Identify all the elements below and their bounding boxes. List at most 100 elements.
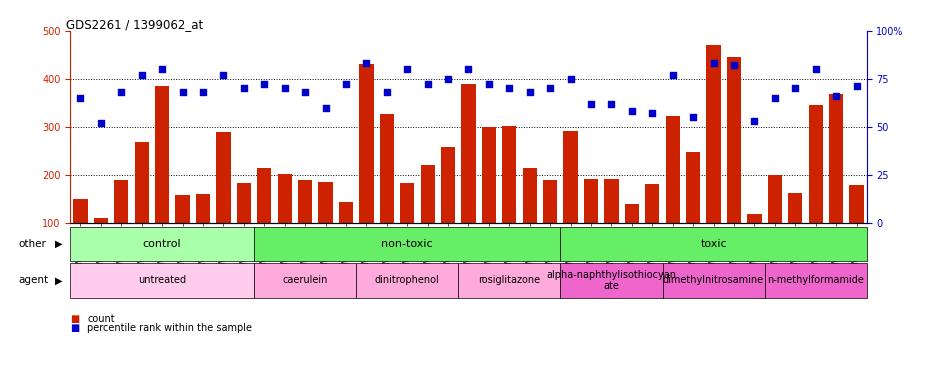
Point <box>502 85 517 91</box>
Bar <box>662 263 764 298</box>
Bar <box>645 184 659 271</box>
Point <box>440 76 455 82</box>
Bar <box>828 94 842 271</box>
Bar <box>543 180 557 271</box>
Point <box>746 118 761 124</box>
Point <box>848 83 863 89</box>
Text: ■: ■ <box>70 323 80 333</box>
Text: rosiglitazone: rosiglitazone <box>477 275 540 285</box>
Text: percentile rank within the sample: percentile rank within the sample <box>87 323 252 333</box>
Text: caerulein: caerulein <box>282 275 328 285</box>
Point <box>563 76 578 82</box>
Bar <box>560 227 866 261</box>
Bar <box>277 174 291 271</box>
Bar <box>604 179 618 271</box>
Bar <box>502 126 516 271</box>
Text: toxic: toxic <box>699 239 726 249</box>
Text: n-methylformamide: n-methylformamide <box>767 275 863 285</box>
Text: count: count <box>87 314 114 324</box>
Point <box>113 89 128 95</box>
Bar <box>522 167 536 271</box>
Point <box>706 60 721 66</box>
Point <box>665 72 680 78</box>
Point <box>400 66 415 72</box>
Bar <box>318 182 332 271</box>
Bar <box>808 105 822 271</box>
Bar <box>764 263 866 298</box>
Point <box>604 101 619 107</box>
Text: untreated: untreated <box>138 275 186 285</box>
Bar <box>256 167 271 271</box>
Bar <box>706 45 720 271</box>
Bar <box>154 86 169 271</box>
Bar <box>481 127 495 271</box>
Bar <box>94 218 108 271</box>
Bar <box>135 142 149 271</box>
Bar <box>461 84 475 271</box>
Point <box>767 95 782 101</box>
Point <box>298 89 313 95</box>
Bar <box>685 152 699 271</box>
Bar <box>237 183 251 271</box>
Bar <box>420 165 434 271</box>
Bar <box>70 227 254 261</box>
Text: ■ percentile rank within the sample: ■ percentile rank within the sample <box>0 383 1 384</box>
Point <box>317 104 332 111</box>
Point <box>277 85 292 91</box>
Bar <box>254 227 560 261</box>
Bar <box>787 193 801 271</box>
Bar <box>379 114 393 271</box>
Point <box>134 72 149 78</box>
Point <box>787 85 802 91</box>
Bar <box>298 180 312 271</box>
Bar <box>767 175 782 271</box>
Text: ■ count: ■ count <box>0 383 1 384</box>
Bar <box>624 204 638 271</box>
Point <box>685 114 700 120</box>
Bar <box>848 185 863 271</box>
Bar <box>746 214 761 271</box>
Bar <box>254 263 356 298</box>
Point <box>256 81 271 88</box>
Point <box>215 72 230 78</box>
Text: non-toxic: non-toxic <box>381 239 432 249</box>
Bar <box>441 147 455 271</box>
Bar <box>70 263 254 298</box>
Point <box>379 89 394 95</box>
Point <box>154 66 169 72</box>
Text: ■: ■ <box>70 314 80 324</box>
Bar <box>560 263 662 298</box>
Bar <box>196 194 210 271</box>
Text: GDS2261 / 1399062_at: GDS2261 / 1399062_at <box>66 18 203 31</box>
Text: ▶: ▶ <box>55 239 63 249</box>
Point <box>175 89 190 95</box>
Bar <box>400 183 414 271</box>
Text: ▶: ▶ <box>55 275 63 285</box>
Bar <box>563 131 578 271</box>
Bar <box>73 199 88 271</box>
Text: other: other <box>19 239 47 249</box>
Point <box>236 85 251 91</box>
Text: alpha-naphthylisothiocyan
ate: alpha-naphthylisothiocyan ate <box>546 270 676 291</box>
Point <box>521 89 536 95</box>
Point <box>481 81 496 88</box>
Text: agent: agent <box>19 275 49 285</box>
Bar <box>358 65 373 271</box>
Point <box>196 89 211 95</box>
Bar <box>339 202 353 271</box>
Text: dimethylnitrosamine: dimethylnitrosamine <box>663 275 764 285</box>
Point <box>583 101 598 107</box>
Text: dinitrophenol: dinitrophenol <box>374 275 439 285</box>
Bar <box>175 195 189 271</box>
Text: control: control <box>142 239 182 249</box>
Bar <box>356 263 458 298</box>
Point <box>73 95 88 101</box>
Point <box>358 60 373 66</box>
Point <box>827 93 842 99</box>
Bar <box>114 180 128 271</box>
Point <box>623 108 638 114</box>
Bar <box>458 263 560 298</box>
Point <box>461 66 475 72</box>
Point <box>338 81 353 88</box>
Point <box>725 62 740 68</box>
